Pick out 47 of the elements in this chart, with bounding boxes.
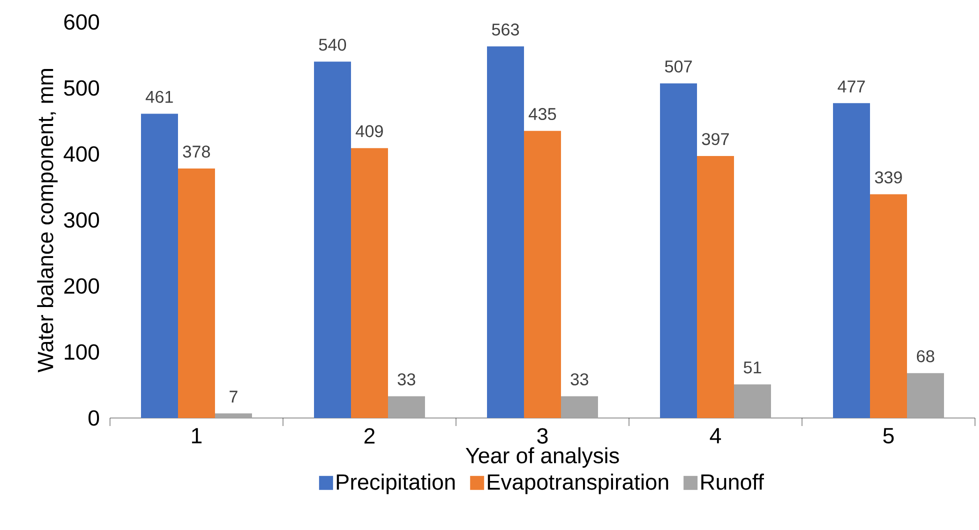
bar xyxy=(178,168,215,418)
data-label: 477 xyxy=(838,80,865,92)
bar xyxy=(351,148,388,418)
bar xyxy=(870,194,908,418)
y-tick-label: 100 xyxy=(64,344,100,360)
data-label: 339 xyxy=(874,171,902,184)
x-tick-label: 1 xyxy=(192,428,202,444)
data-label: 33 xyxy=(570,373,588,386)
bar xyxy=(907,373,944,418)
bar xyxy=(561,396,598,418)
data-label: 461 xyxy=(146,90,173,103)
bar xyxy=(487,46,524,418)
x-tick-label: 3 xyxy=(537,428,548,444)
data-label: 7 xyxy=(230,390,238,403)
bar xyxy=(314,62,352,418)
bar xyxy=(141,114,178,418)
x-tick-label: 5 xyxy=(883,428,894,444)
legend-label: Evapotranspiration xyxy=(488,474,668,494)
y-tick-label: 600 xyxy=(64,14,100,30)
y-tick-label: 400 xyxy=(64,146,100,162)
data-label: 68 xyxy=(916,350,934,362)
bar xyxy=(734,384,772,418)
y-tick-label: 200 xyxy=(64,278,100,294)
data-label: 435 xyxy=(528,108,556,120)
y-axis-title: Water balance component, mm xyxy=(37,69,58,372)
data-label: 540 xyxy=(319,38,346,51)
data-label: 397 xyxy=(702,133,729,146)
x-tick-label: 4 xyxy=(710,428,721,444)
x-tick-label: 2 xyxy=(364,428,375,444)
legend-label: Precipitation xyxy=(336,474,455,494)
bar xyxy=(660,83,698,418)
data-label: 51 xyxy=(744,362,762,374)
data-label: 33 xyxy=(398,373,416,386)
y-tick-label: 500 xyxy=(64,80,100,96)
bar xyxy=(697,156,734,418)
bar xyxy=(833,103,870,418)
bar xyxy=(388,396,426,418)
y-tick-label: 300 xyxy=(64,212,100,228)
bar xyxy=(215,413,252,418)
legend-label: Runoff xyxy=(701,474,764,490)
bar xyxy=(524,130,562,418)
x-axis-title: Year of analysis xyxy=(466,447,619,468)
data-label: 507 xyxy=(665,60,692,73)
data-label: 378 xyxy=(182,146,210,158)
data-label: 563 xyxy=(492,24,519,36)
y-tick-label: 0 xyxy=(88,410,100,426)
data-label: 409 xyxy=(356,125,383,138)
